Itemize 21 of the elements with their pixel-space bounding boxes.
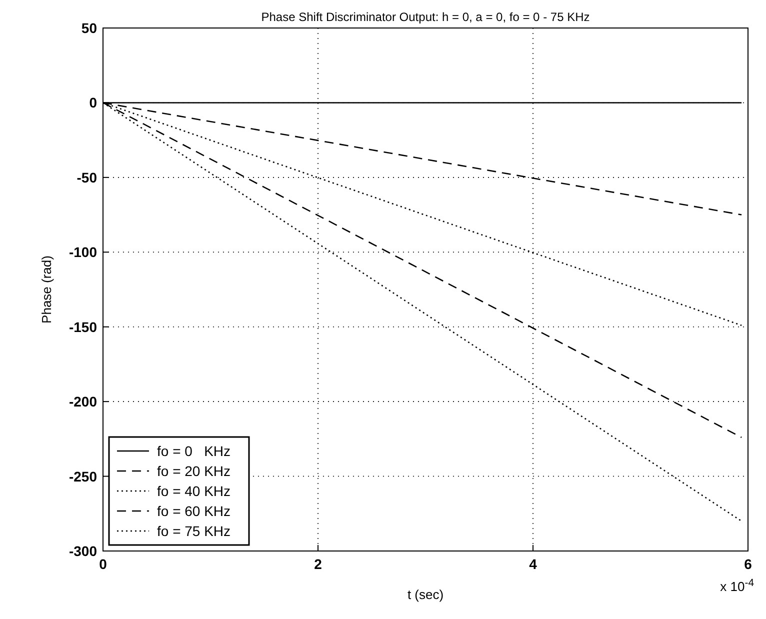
y-axis-title: Phase (rad) (39, 256, 54, 324)
y-tick-label: -250 (68, 468, 98, 484)
y-tick-label: -150 (68, 318, 98, 335)
y-tick-label: 50 (81, 20, 98, 36)
legend-label: fo = 75 KHz (157, 523, 231, 539)
y-tick-label: -100 (68, 244, 98, 260)
y-tick-label: 0 (89, 94, 98, 111)
legend-label: fo = 60 KHz (157, 503, 231, 519)
legend-label: fo = 20 KHz (157, 463, 231, 479)
y-tick-label: -300 (68, 543, 98, 559)
text: x 10$^{-4}$ (720, 578, 754, 594)
legend-label: fo = 0 KHz (157, 443, 231, 459)
x-tick-label: 6 (744, 556, 752, 572)
x-tick-label: 0 (99, 556, 108, 572)
legend-label: fo = 40 KHz (157, 483, 231, 499)
chart-title: Phase Shift Discriminator Output: h = 0, a = 0, fo = 0 - 75 KHz (261, 10, 590, 24)
x-axis-title: t (sec) (407, 587, 444, 602)
y-tick-label: -50 (76, 169, 98, 186)
x-tick-label: 4 (529, 556, 538, 572)
x-tick-label: 2 (314, 556, 322, 572)
y-tick-label: -200 (68, 394, 98, 410)
